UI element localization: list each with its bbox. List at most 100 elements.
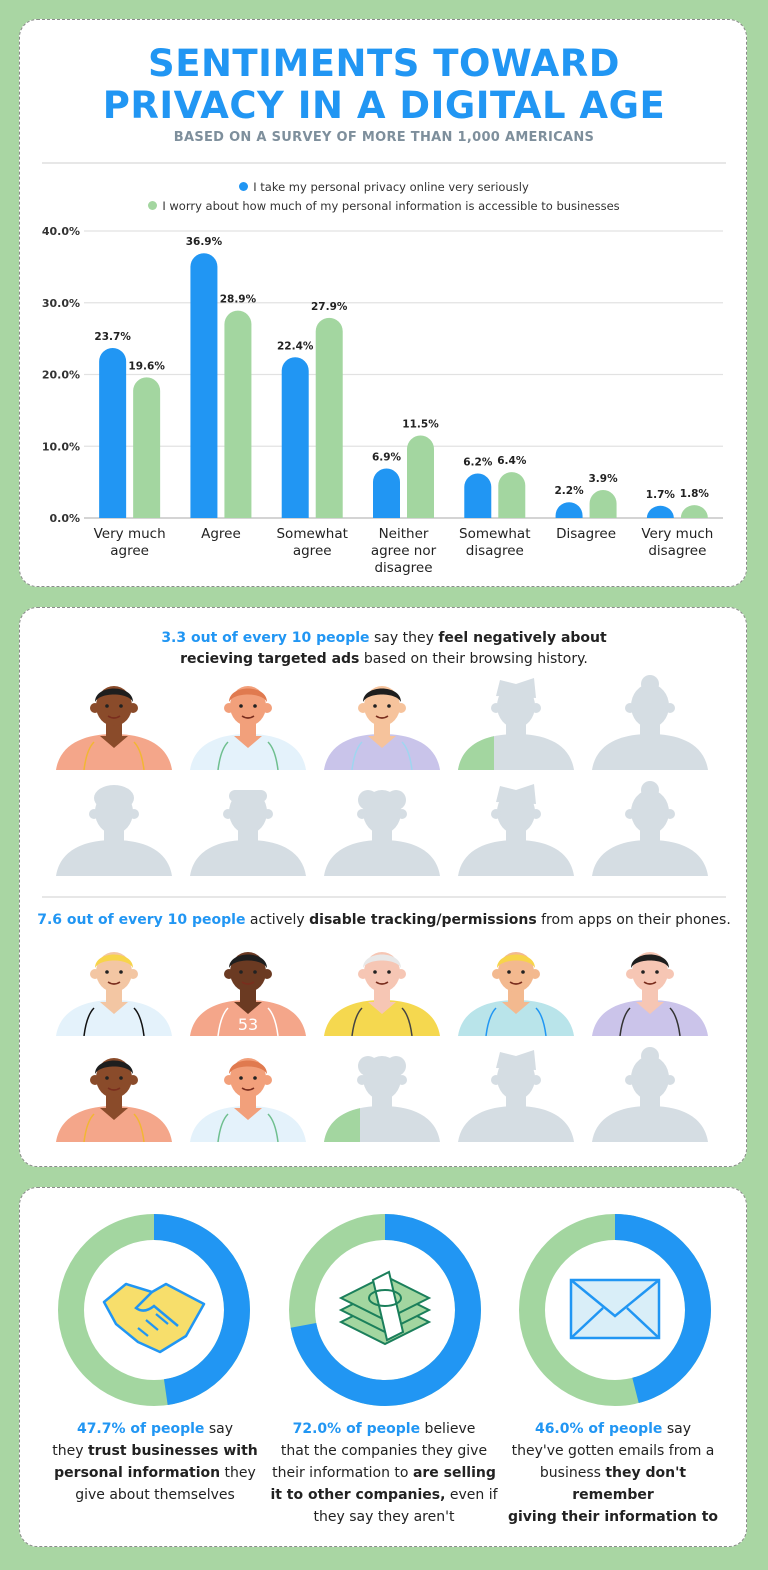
caption-text: say [204,1421,234,1437]
x-tick-label: disagree [648,543,706,559]
person-illustration [190,952,306,1037]
caption-bold: giving their information to [507,1509,718,1525]
caption-bold: trust businesses with [87,1443,258,1459]
bar-blue [646,505,674,518]
data-label: 19.6% [128,360,165,372]
person-silhouette [458,1050,574,1142]
stat-ads-line-1: 3.3 out of every 10 people say they feel… [20,628,746,648]
people-grid-tracking: 53 [50,940,730,1150]
stat-tracking: 7.6 out of every 10 people actively disa… [20,910,746,930]
data-label: 6.4% [497,455,527,467]
person-illustration [458,952,574,1037]
x-tick-label: Somewhat [276,526,347,542]
person-icon [456,940,576,1037]
bar-blue [555,502,583,518]
caption-bold: personal information [54,1465,221,1481]
person-icon [590,674,710,770]
caption-text: even if [445,1487,498,1503]
donut-card: 47.7% of people say they trust businesse… [19,1187,747,1547]
person-silhouette [592,675,708,770]
people-card: 3.3 out of every 10 people say they feel… [19,607,747,1167]
caption-text: believe [420,1421,476,1437]
data-label: 6.9% [372,451,402,463]
x-tick-label: Agree [201,526,241,542]
bar-green [224,310,252,518]
donut-chart [54,1210,254,1410]
x-tick-label: Neither [379,526,429,542]
bar-green [407,435,434,518]
caption-bold: it to other companies, [270,1487,446,1503]
person-icon [54,940,174,1037]
person-illustration [324,952,440,1037]
divider [42,896,726,898]
x-tick-label: Very much [641,526,713,542]
person-icon [590,1046,710,1142]
person-silhouette [592,781,708,876]
jersey-number: 53 [238,1015,258,1034]
title-line-2: PRIVACY IN A DIGITAL AGE [102,84,666,127]
data-label: 11.5% [402,418,439,430]
y-tick-label: 40.0% [42,225,80,238]
person-icon [188,1046,308,1143]
data-label: 27.9% [311,301,348,313]
stat-ads-text: say they [369,630,439,646]
bar-blue [464,473,492,518]
caption-text: business [539,1465,606,1481]
person-icon [54,780,174,876]
bar-green [589,490,617,518]
bar-chart: 0.0% 10.0% 20.0% 30.0% 40.0% 23.7% 19.6% Very m… [42,225,723,576]
person-illustration [324,686,440,771]
donut-chart [515,1210,715,1410]
stat-ads-highlight: 3.3 out of every 10 people [161,630,370,646]
person-icon [188,674,308,771]
data-label: 3.9% [589,473,619,485]
person-illustration [592,952,708,1037]
legend-swatch-blue [239,182,249,191]
stat-tracking-text: actively [245,912,310,928]
donut-value-arc [58,1214,250,1406]
bar-blue [373,468,400,518]
chart-card: SENTIMENTS TOWARD PRIVACY IN A DIGITAL A… [19,19,747,587]
legend-item-series-1: I take my personal privacy online very s… [20,180,746,194]
stat-tracking-text-2: from apps on their phones. [536,912,731,928]
divider [42,162,726,164]
money-icon [338,1270,432,1346]
person-icon [590,940,710,1037]
data-label: 6.2% [463,457,493,469]
person-icon [322,674,442,771]
x-tick-label: disagree [374,560,432,576]
x-tick-label: agree [293,543,332,559]
bar-green [498,472,526,518]
stat-ads-bold-2: recieving targeted ads [180,651,360,667]
person-silhouette [190,790,306,876]
caption-text: they say they aren't [313,1509,455,1525]
caption-text: their information to [272,1465,413,1481]
legend-label-1: I take my personal privacy online very s… [253,180,529,194]
person-silhouette [56,785,172,876]
bar-blue [281,357,309,518]
person-icon [188,780,308,876]
caption-highlight: 72.0% of people [292,1421,421,1437]
caption-text: say [662,1421,692,1437]
y-tick-label: 30.0% [42,297,80,310]
person-icon [322,940,442,1037]
people-grid-ads [50,674,730,884]
y-tick-label: 20.0% [42,369,80,382]
bar-blue [99,347,127,518]
bar-green [315,317,343,518]
donut-value-arc [289,1214,481,1406]
person-illustration [56,686,172,771]
stat-tracking-bold: disable tracking/permissions [309,912,537,928]
data-label: 36.9% [186,236,223,248]
person-silhouette [324,790,440,876]
stat-ads-line-2: recieving targeted ads based on their br… [20,649,746,669]
envelope-icon [569,1278,661,1340]
caption-highlight: 46.0% of people [534,1421,663,1437]
person-silhouette [458,784,574,876]
data-label: 28.9% [220,294,257,306]
x-tick-label: disagree [466,543,524,559]
stat-ads-bold: feel negatively about [438,630,607,646]
data-label: 1.8% [680,488,710,500]
caption-text: give about themselves [75,1487,235,1503]
caption-text: that the companies they give [280,1443,488,1459]
